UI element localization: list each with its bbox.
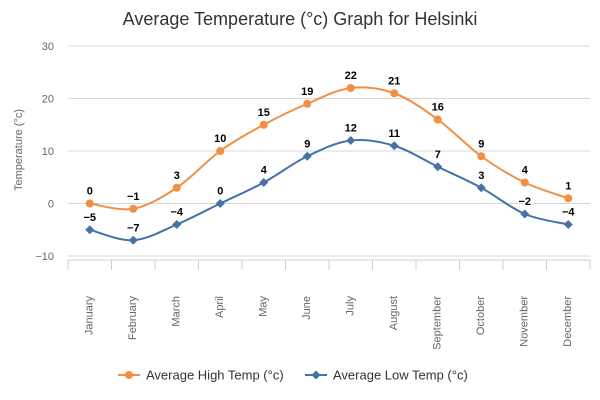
data-point[interactable] xyxy=(520,209,530,219)
data-label: 12 xyxy=(345,123,357,135)
data-point[interactable] xyxy=(477,152,486,161)
data-point[interactable] xyxy=(172,183,181,192)
data-label: 7 xyxy=(435,149,441,161)
data-point[interactable] xyxy=(433,162,443,172)
legend-item[interactable]: Average High Temp (°c) xyxy=(118,368,284,383)
x-tick-label: July xyxy=(345,296,357,316)
data-point[interactable] xyxy=(346,84,355,92)
legend-marker xyxy=(311,370,321,380)
y-axis-label: Temperature (°c) xyxy=(13,109,25,191)
data-label: 15 xyxy=(258,107,270,119)
data-point[interactable] xyxy=(85,225,95,235)
x-tick-label: October xyxy=(475,296,487,335)
data-label: −7 xyxy=(127,222,140,234)
gridlines xyxy=(68,45,590,257)
data-point[interactable] xyxy=(346,136,356,145)
x-tick-label: December xyxy=(562,296,574,347)
legend-label: Average Low Temp (°c) xyxy=(333,368,468,383)
data-label: 21 xyxy=(388,75,400,87)
data-point[interactable] xyxy=(302,151,312,161)
data-label: −4 xyxy=(170,207,183,219)
data-point[interactable] xyxy=(520,178,529,187)
y-tick-label: 20 xyxy=(42,94,54,106)
data-label: 0 xyxy=(217,186,223,198)
data-label: −2 xyxy=(518,196,531,208)
x-tick-label: May xyxy=(258,296,270,317)
y-tick-label: 30 xyxy=(42,41,54,53)
data-point[interactable] xyxy=(128,235,138,245)
data-point[interactable] xyxy=(564,194,573,203)
data-point[interactable] xyxy=(433,115,442,124)
data-label: −4 xyxy=(562,207,575,219)
x-tick-label: March xyxy=(171,296,183,327)
data-point[interactable] xyxy=(303,99,312,108)
data-label: 9 xyxy=(478,138,484,150)
x-tick-label: February xyxy=(127,296,139,341)
data-point[interactable] xyxy=(259,178,269,187)
y-tick-label: 10 xyxy=(42,146,54,158)
data-point[interactable] xyxy=(389,141,399,151)
data-label: 10 xyxy=(214,133,226,145)
data-label: 0 xyxy=(87,186,93,198)
series-line xyxy=(89,138,569,242)
y-tick-label: 0 xyxy=(48,199,54,211)
data-point[interactable] xyxy=(563,220,573,229)
legend-marker xyxy=(125,371,133,379)
data-point[interactable] xyxy=(259,120,268,129)
data-point[interactable] xyxy=(172,220,182,229)
x-tick-label: November xyxy=(519,296,531,347)
data-label: 3 xyxy=(478,170,484,182)
data-label: 1 xyxy=(565,180,571,192)
data-label: 19 xyxy=(301,86,313,98)
data-label: 9 xyxy=(304,138,310,150)
x-tick-label: August xyxy=(388,296,400,330)
data-point[interactable] xyxy=(390,89,399,98)
data-point[interactable] xyxy=(216,147,225,155)
data-label: 4 xyxy=(522,165,529,177)
legend-label: Average High Temp (°c) xyxy=(146,368,284,383)
data-labels: 0 −1 3 10 15 19 22 21 16 9 4 1 −5 −7 −4 0 4 9 12 11 7 3 −2 −4 xyxy=(82,69,576,235)
data-label: −1 xyxy=(127,191,140,203)
data-point[interactable] xyxy=(215,199,225,208)
series-line xyxy=(89,86,569,211)
data-label: 11 xyxy=(388,128,400,140)
legend-item[interactable]: Average Low Temp (°c) xyxy=(305,368,468,383)
legend: Average High Temp (°c) Average Low Temp (… xyxy=(118,368,468,383)
chart-title: Average Temperature (°c) Graph for Helsi… xyxy=(123,9,478,29)
data-label: −5 xyxy=(83,212,96,224)
x-tick-label: September xyxy=(432,296,444,350)
data-label: 4 xyxy=(261,165,268,177)
data-point[interactable] xyxy=(129,204,138,213)
data-label: 22 xyxy=(345,70,357,82)
data-point[interactable] xyxy=(476,183,486,193)
x-axis: January February March April May June July Augu… xyxy=(67,259,591,350)
y-axis: −10 0 10 20 30 xyxy=(35,41,54,263)
y-tick-label: −10 xyxy=(35,251,54,263)
data-label: 3 xyxy=(174,170,180,182)
data-label: 16 xyxy=(432,102,444,114)
data-point[interactable] xyxy=(85,199,94,208)
series-group xyxy=(85,84,573,245)
x-tick-label: April xyxy=(214,296,226,318)
x-tick-label: June xyxy=(301,296,313,320)
x-tick-label: January xyxy=(84,296,96,336)
